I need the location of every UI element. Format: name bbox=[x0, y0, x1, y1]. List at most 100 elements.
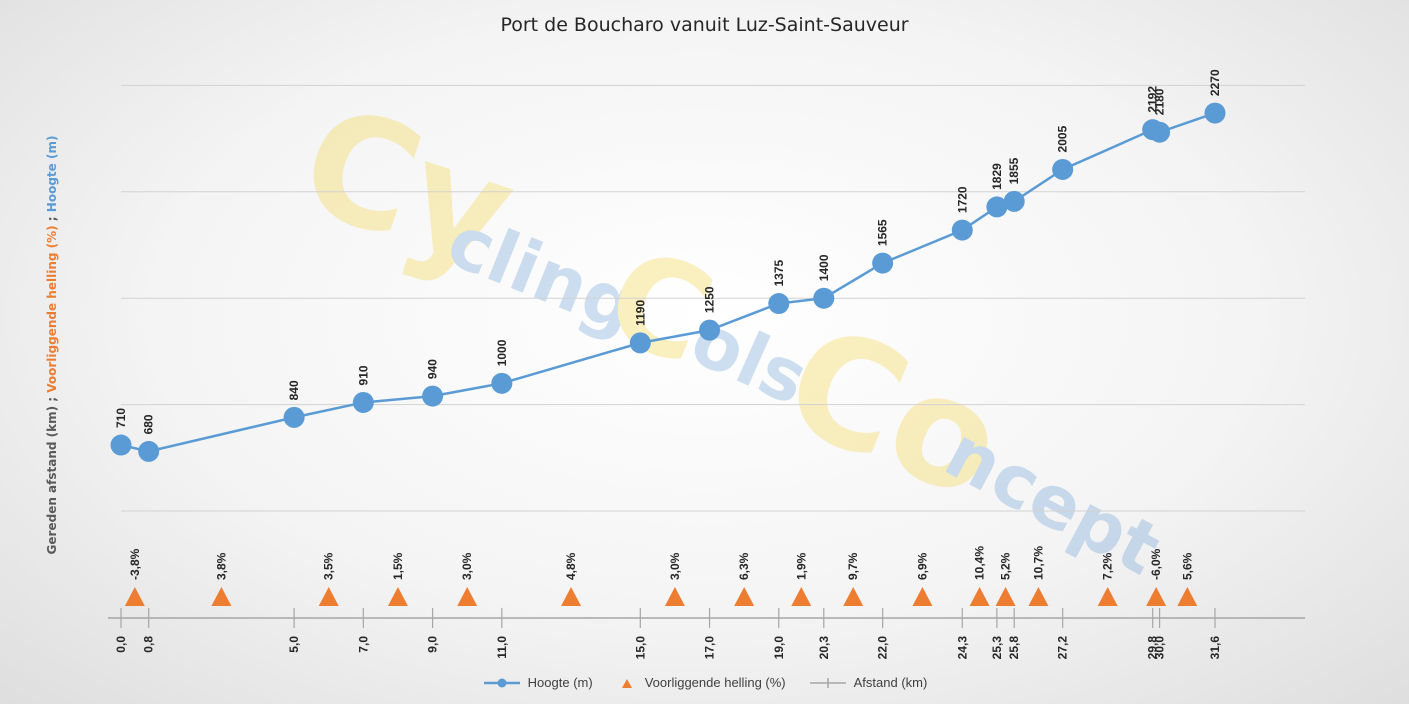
altitude-label: 1720 bbox=[955, 186, 969, 213]
legend: Hoogte (m) Voorliggende helling (%) Afst… bbox=[0, 675, 1409, 690]
slope-marker bbox=[843, 587, 864, 606]
distance-tick-label: 15,0 bbox=[633, 636, 647, 660]
distance-tick-label: 11,0 bbox=[495, 636, 509, 659]
slope-label: 3,0% bbox=[460, 552, 474, 580]
distance-tick-label: 20,3 bbox=[817, 636, 831, 660]
slope-label: 6,3% bbox=[737, 552, 751, 580]
watermark-logo: Cy cling C ols Co ncept bbox=[282, 73, 1174, 591]
altitude-label: 840 bbox=[287, 380, 301, 400]
distance-tick-label: 0,0 bbox=[114, 636, 128, 653]
legend-item-slope: Voorliggende helling (%) bbox=[615, 675, 786, 690]
altitude-point bbox=[352, 391, 374, 413]
legend-altitude-marker bbox=[483, 678, 520, 687]
svg-text:ncept: ncept bbox=[932, 410, 1173, 592]
distance-tick-label: 7,0 bbox=[356, 636, 370, 653]
altitude-label: 1855 bbox=[1007, 157, 1021, 184]
distance-axis: 0,0 0,8 5,0 7,0 9,0 11,0 15,0 17,0 19,0 20,3 22,0 2… bbox=[108, 608, 1305, 659]
slope-marker bbox=[969, 587, 990, 606]
distance-tick-label: 0,8 bbox=[142, 636, 156, 653]
slope-marker bbox=[664, 587, 685, 606]
altitude-point bbox=[422, 385, 444, 407]
altitude-point bbox=[699, 319, 721, 341]
distance-tick-label: 22,0 bbox=[876, 636, 890, 660]
legend-slope-marker bbox=[621, 678, 632, 688]
distance-tick-label: 31,6 bbox=[1208, 636, 1222, 660]
legend-slope-label: Voorliggende helling (%) bbox=[644, 675, 786, 690]
slope-label: 10,7% bbox=[1031, 546, 1045, 580]
distance-tick-label: 25,8 bbox=[1007, 636, 1021, 660]
altitude-point bbox=[283, 406, 305, 428]
legend-item-altitude: Hoogte (m) bbox=[482, 675, 593, 690]
altitude-label: 1400 bbox=[817, 254, 831, 281]
slope-marker bbox=[211, 587, 232, 606]
altitude-label: 1190 bbox=[633, 300, 647, 326]
slope-label: -6,0% bbox=[1149, 548, 1163, 580]
altitude-label: 2005 bbox=[1056, 125, 1070, 152]
slope-label: 3,5% bbox=[322, 552, 336, 580]
altitude-line bbox=[120, 111, 1216, 453]
altitude-label: 1250 bbox=[703, 286, 717, 313]
altitude-point bbox=[768, 293, 790, 315]
legend-altitude-label: Hoogte (m) bbox=[527, 675, 593, 690]
chart-title: Port de Boucharo vanuit Luz-Saint-Sauveu… bbox=[500, 14, 909, 36]
altitude-label: 1375 bbox=[772, 259, 786, 286]
slope-label: 1,5% bbox=[391, 552, 405, 580]
slope-marker bbox=[734, 587, 755, 606]
distance-tick-label: 19,0 bbox=[772, 636, 786, 660]
slope-marker bbox=[1028, 587, 1049, 606]
altitude-point bbox=[986, 196, 1008, 218]
altitude-point bbox=[813, 287, 835, 309]
distance-tick-label: 25,3 bbox=[990, 636, 1004, 660]
slope-label: 3,8% bbox=[214, 552, 228, 580]
distance-tick-label: 17,0 bbox=[703, 636, 717, 660]
gridlines bbox=[121, 84, 1305, 512]
slope-label: 9,7% bbox=[846, 552, 860, 580]
altitude-label: 710 bbox=[114, 408, 128, 428]
slope-label: 6,9% bbox=[915, 552, 929, 580]
slope-marker bbox=[387, 587, 408, 606]
altitude-label: 2192 bbox=[1146, 86, 1160, 113]
altitude-series: 710 680 840 910 940 1000 1190 1250 1375 1400 1565 1… bbox=[110, 69, 1226, 462]
altitude-label: 1829 bbox=[990, 163, 1004, 190]
slope-marker bbox=[912, 587, 933, 606]
altitude-label: 2270 bbox=[1208, 69, 1222, 96]
altitude-point bbox=[951, 219, 973, 241]
legend-distance-marker bbox=[809, 677, 846, 688]
slope-marker bbox=[457, 587, 478, 606]
slope-marker bbox=[1097, 587, 1118, 606]
altitude-point bbox=[491, 372, 513, 394]
altitude-point bbox=[110, 434, 132, 456]
slope-label: 4,8% bbox=[564, 552, 578, 580]
legend-distance-label: Afstand (km) bbox=[853, 675, 928, 690]
altitude-point bbox=[1003, 190, 1025, 212]
altitude-label: 1000 bbox=[495, 339, 509, 366]
altitude-label: 2180 bbox=[1153, 88, 1167, 115]
slope-marker bbox=[1146, 587, 1167, 606]
slope-marker bbox=[995, 587, 1016, 606]
distance-tick-label: 5,0 bbox=[287, 636, 301, 653]
distance-tick-label: 27,2 bbox=[1056, 636, 1070, 660]
altitude-point bbox=[138, 440, 160, 462]
slope-marker bbox=[318, 587, 339, 606]
slope-label: 7,2% bbox=[1101, 552, 1115, 580]
altitude-point bbox=[1149, 121, 1171, 143]
slope-marker bbox=[1177, 587, 1198, 606]
distance-tick-label: 29,8 bbox=[1146, 636, 1160, 660]
distance-tick-label: 30,0 bbox=[1153, 636, 1167, 660]
slope-marker bbox=[791, 587, 812, 606]
slope-label: 10,4% bbox=[973, 546, 987, 580]
distance-tick-label: 24,3 bbox=[955, 636, 969, 660]
altitude-point bbox=[872, 252, 894, 274]
slope-label: 5,2% bbox=[999, 552, 1013, 580]
slope-label: 1,9% bbox=[794, 552, 808, 580]
altitude-label: 1565 bbox=[876, 219, 890, 246]
altitude-label: 910 bbox=[356, 365, 370, 385]
altitude-label: 940 bbox=[426, 359, 440, 379]
slope-marker bbox=[561, 587, 582, 606]
distance-tick-label: 9,0 bbox=[426, 636, 440, 653]
altitude-point bbox=[1052, 158, 1074, 180]
altitude-point bbox=[629, 332, 651, 354]
altitude-label: 680 bbox=[142, 414, 156, 434]
slope-marker bbox=[124, 587, 145, 606]
